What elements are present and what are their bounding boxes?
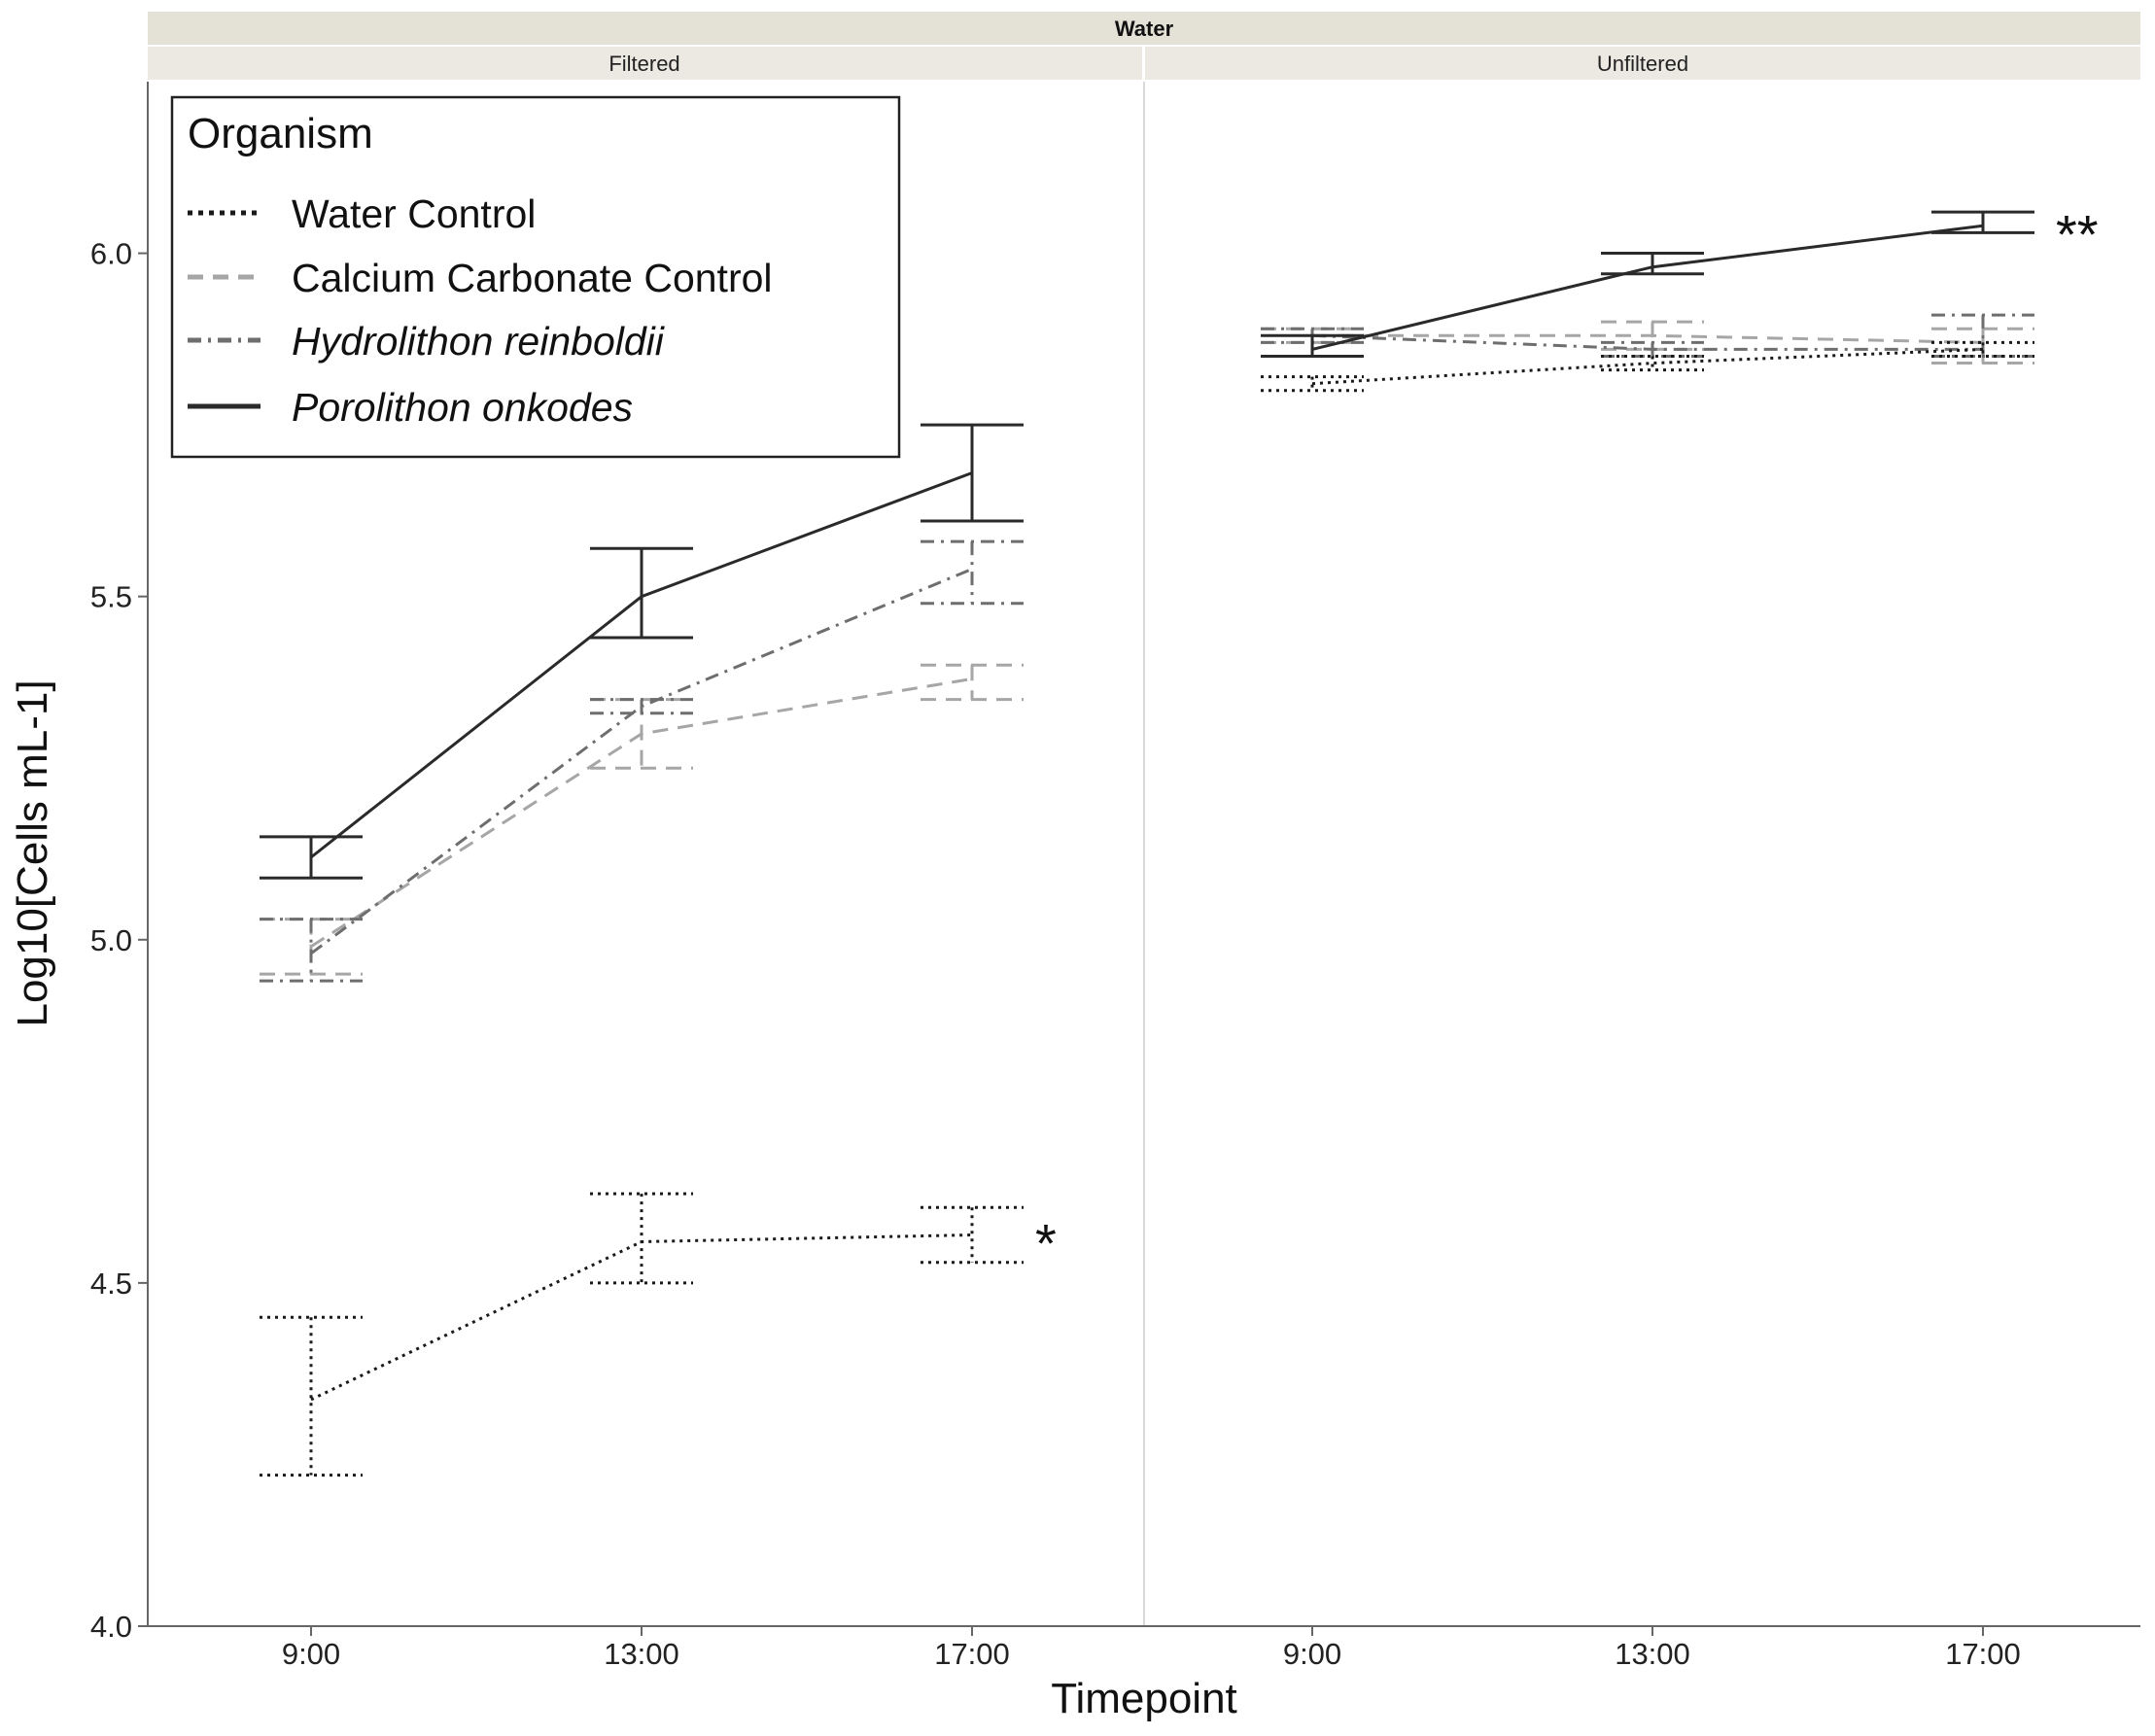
x-tick-label-unfiltered: 17:00 bbox=[1945, 1637, 2021, 1671]
legend-entry-label: Calcium Carbonate Control bbox=[292, 256, 773, 300]
outer-strip bbox=[148, 12, 2140, 45]
y-tick-label: 6.0 bbox=[90, 237, 132, 271]
annotation-layer: *** bbox=[1035, 203, 2099, 1273]
series-line-porolithon-onkodes-filtered bbox=[310, 471, 973, 859]
y-tick-label: 4.5 bbox=[90, 1267, 132, 1301]
error-bar-porolithon-onkodes bbox=[1261, 333, 1364, 358]
significance-annotation: ** bbox=[2056, 203, 2099, 264]
x-axis-title: Timepoint bbox=[1051, 1675, 1237, 1722]
significance-annotation: * bbox=[1035, 1212, 1057, 1273]
error-bar-water-control bbox=[1601, 354, 1704, 372]
error-bar-water-control bbox=[590, 1192, 693, 1285]
panel-strip-unfiltered bbox=[1145, 47, 2140, 80]
panel-strip-filtered bbox=[148, 47, 1142, 80]
error-bar-water-control bbox=[921, 1205, 1024, 1265]
legend-entry-label: Porolithon onkodes bbox=[292, 385, 633, 430]
error-bar-water-control bbox=[260, 1315, 363, 1477]
series-line-porolithon-onkodes-unfiltered bbox=[1311, 224, 1984, 351]
x-tick-label-unfiltered: 13:00 bbox=[1615, 1637, 1690, 1671]
error-bar-hydrolithon-reinboldii bbox=[590, 698, 693, 715]
error-bar-water-control bbox=[1931, 340, 2034, 358]
series-line-water-control-filtered bbox=[310, 1233, 973, 1402]
series-layer bbox=[260, 210, 2034, 1477]
x-tick-label-unfiltered: 9:00 bbox=[1283, 1637, 1341, 1671]
y-tick-label: 5.0 bbox=[90, 923, 132, 957]
series-line-hydrolithon-reinboldii-unfiltered bbox=[1311, 333, 1983, 351]
error-bar-hydrolithon-reinboldii bbox=[921, 539, 1024, 606]
panel-label-filtered: Filtered bbox=[608, 52, 679, 76]
y-axis-title: Log10[Cells mL-1] bbox=[9, 679, 56, 1026]
legend-title: Organism bbox=[188, 110, 373, 157]
x-axis-ticks: 9:00 13:00 17:00 9:00 13:00 17:00 bbox=[282, 1626, 2021, 1671]
panel-label-unfiltered: Unfiltered bbox=[1597, 52, 1688, 76]
y-tick-label: 5.5 bbox=[90, 580, 132, 614]
error-bar-porolithon-onkodes bbox=[1931, 210, 2034, 234]
series-line-calcium-carbonate-control-filtered bbox=[310, 677, 973, 949]
error-bar-hydrolithon-reinboldii bbox=[260, 918, 363, 983]
error-bar-water-control bbox=[1261, 375, 1364, 393]
series-line-water-control-unfiltered bbox=[1311, 347, 1984, 386]
x-tick-label-filtered: 13:00 bbox=[604, 1637, 679, 1671]
error-bar-porolithon-onkodes bbox=[921, 423, 1024, 523]
error-bar-porolithon-onkodes bbox=[590, 546, 693, 640]
x-tick-label-filtered: 9:00 bbox=[282, 1637, 340, 1671]
legend-entries: Water Control Calcium Carbonate Control Hy… bbox=[188, 191, 773, 430]
error-bar-calcium-carbonate-control bbox=[921, 663, 1024, 702]
y-axis-ticks: 4.0 4.5 5.0 5.5 6.0 bbox=[90, 237, 148, 1644]
legend: Organism Water Control Calcium Carbonate … bbox=[170, 95, 901, 459]
legend-box bbox=[170, 95, 901, 459]
legend-entry-label: Water Control bbox=[292, 191, 536, 236]
outer-strip-label: Water bbox=[1115, 17, 1174, 41]
x-tick-label-filtered: 17:00 bbox=[934, 1637, 1010, 1671]
error-bar-porolithon-onkodes bbox=[260, 835, 363, 880]
y-tick-label: 4.0 bbox=[90, 1610, 132, 1644]
error-bar-porolithon-onkodes bbox=[1601, 252, 1704, 276]
legend-entry-label: Hydrolithon reinboldii bbox=[292, 319, 666, 364]
